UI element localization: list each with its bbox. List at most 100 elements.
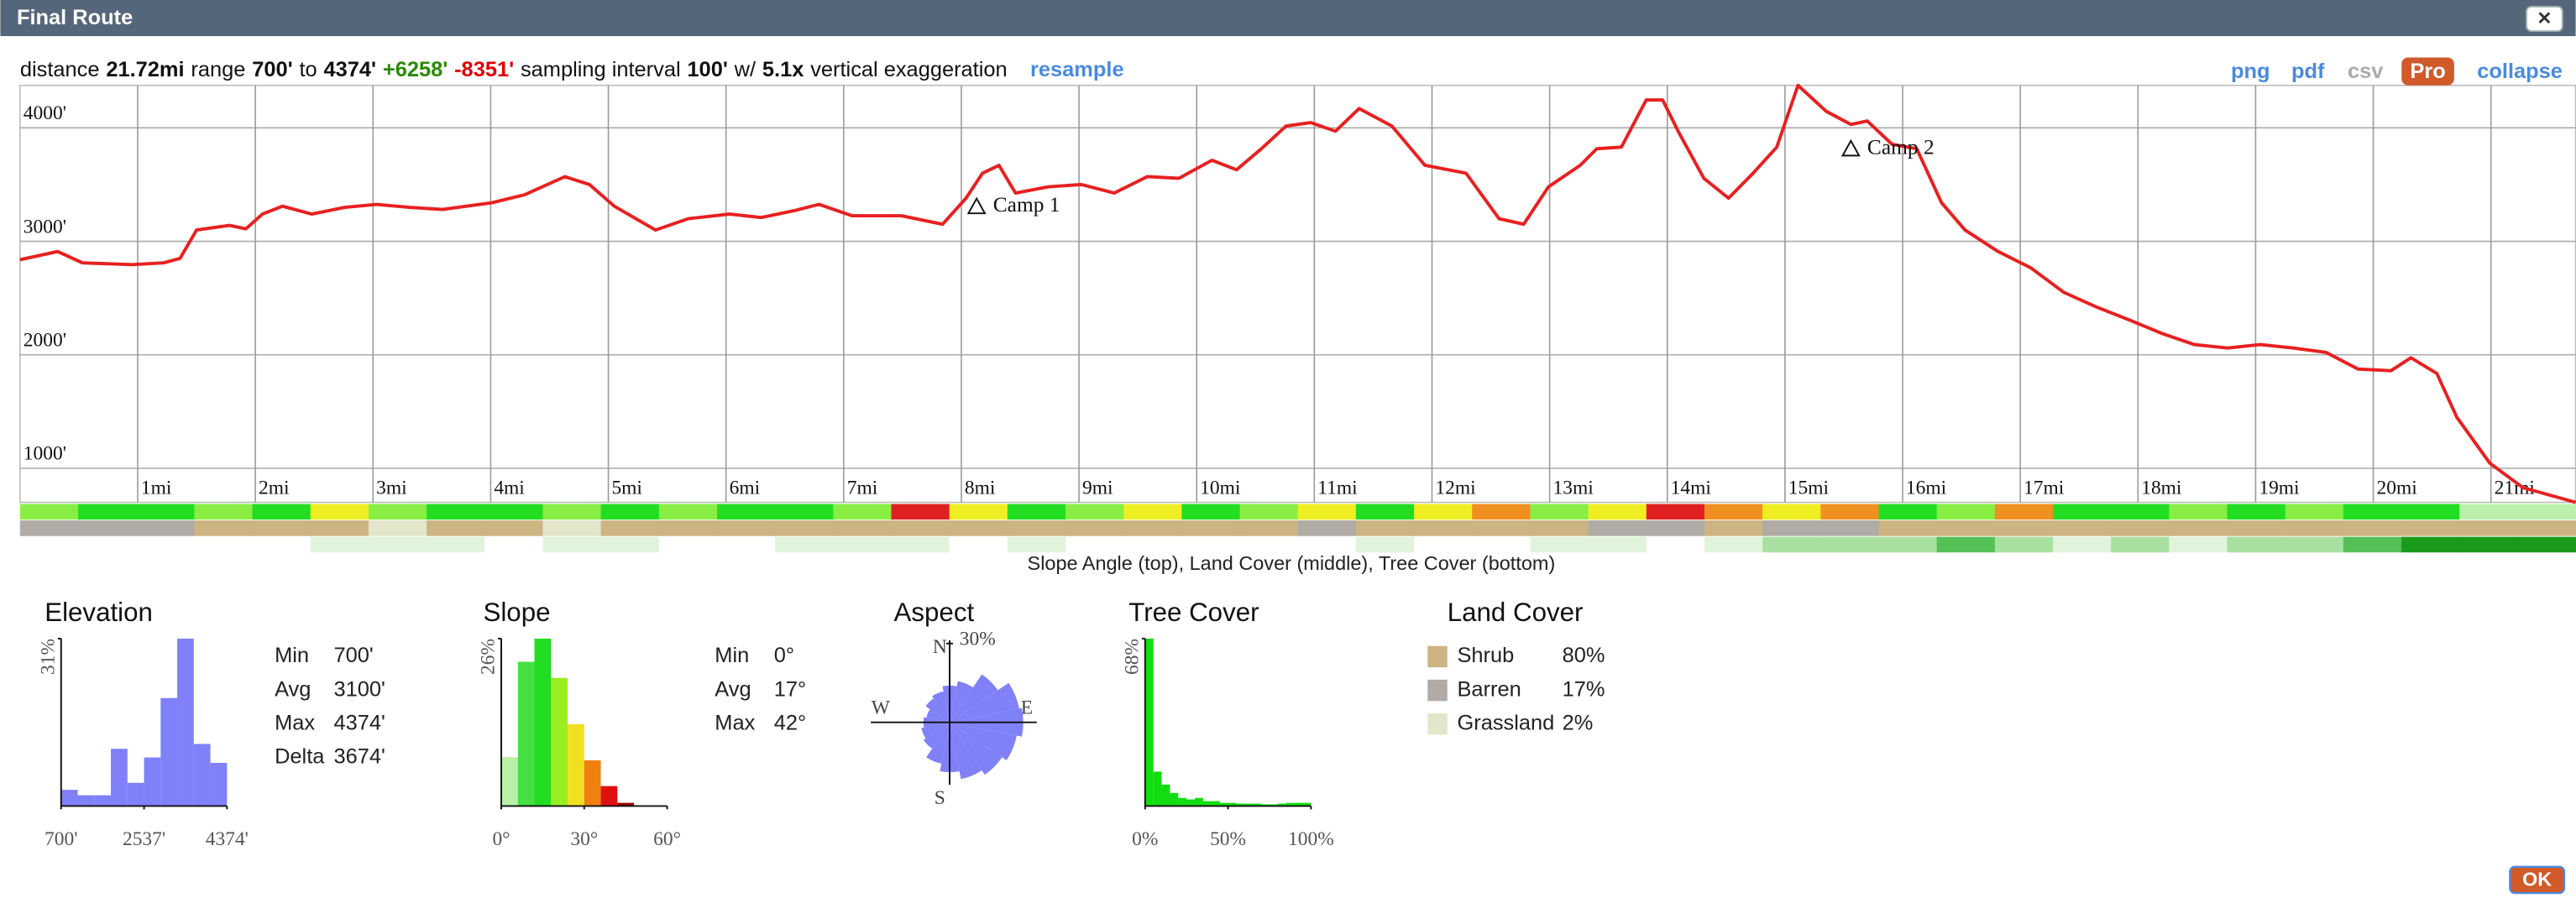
direction-label: S [935, 787, 945, 809]
summary-part: +6258' [383, 58, 448, 81]
strip-cell [368, 536, 427, 553]
aspect-wedge [925, 698, 950, 723]
aspect-wedge [950, 722, 1003, 775]
strip-cell [1007, 504, 1066, 520]
strip-cell [542, 536, 602, 553]
strip-cell [1065, 536, 1124, 553]
strip-cell [78, 504, 137, 520]
strip-cell [1994, 504, 2054, 520]
strip-cell [949, 536, 1008, 553]
strip-cell [19, 536, 79, 553]
export-link[interactable]: collapse [2477, 60, 2563, 83]
strip-cell [78, 520, 137, 536]
strip-cell [891, 520, 950, 536]
strip-cell [716, 520, 776, 536]
strip-cell [1820, 520, 1880, 536]
strip-cell [194, 504, 254, 520]
x-tick-label: 2mi [259, 477, 290, 499]
strip-cell [1297, 536, 1357, 553]
histogram-bar [160, 697, 178, 807]
route-summary: distance 21.72mi range 700' to 4374' +6258' -83… [20, 58, 1124, 81]
strip-cell [1355, 520, 1415, 536]
histogram-bar [1294, 802, 1303, 807]
aspect-wedge [923, 722, 950, 749]
close-icon[interactable]: ✕ [2537, 8, 2552, 29]
strip-cell [1646, 504, 1705, 520]
histogram-bar [193, 744, 211, 807]
strip-cell [1994, 520, 2054, 536]
x-tick-label: 50% [1210, 828, 1246, 850]
strip-cell [484, 520, 544, 536]
legend-name: Barren [1457, 677, 1521, 701]
aspect-wedge [950, 674, 998, 723]
summary-part: sampling interval [521, 58, 681, 81]
strip-cell [2401, 520, 2460, 536]
strip-cell [252, 520, 312, 536]
strip-cell [19, 504, 79, 520]
histogram-bar [600, 786, 618, 807]
ok-label[interactable]: OK [2522, 869, 2552, 890]
stat-value: 42° [774, 711, 806, 734]
strip-cell [1936, 520, 1996, 536]
strip-cell [136, 520, 195, 536]
strip-cell [2459, 520, 2519, 536]
direction-label: E [1021, 697, 1033, 718]
y-tick-label: 68% [1122, 639, 1144, 675]
histogram-bar [1211, 801, 1220, 807]
close-button[interactable] [2525, 5, 2563, 33]
histogram-bar [1302, 802, 1312, 807]
strip-cell [1239, 536, 1299, 553]
strip-cell [252, 504, 312, 520]
histogram-bar [1178, 797, 1187, 807]
summary-part: 21.72mi [106, 58, 184, 81]
histogram-bar [1261, 804, 1270, 807]
strip-cell [658, 536, 718, 553]
ok-button[interactable] [2509, 865, 2566, 895]
strip-cell [136, 504, 195, 520]
strip-cell [833, 504, 893, 520]
export-link[interactable]: png [2231, 60, 2270, 83]
histogram-bar [1228, 802, 1237, 807]
stat-value: 3100' [333, 677, 385, 701]
strip-cell [775, 536, 834, 553]
export-link[interactable]: pdf [2291, 60, 2325, 83]
x-tick-label: 19mi [2259, 477, 2300, 499]
y-tick-label: 4000' [24, 102, 66, 124]
strip-cell [2111, 520, 2170, 536]
strip-cell [1007, 520, 1066, 536]
strip-cell [1239, 520, 1299, 536]
stat-label: Max [715, 711, 755, 734]
strip-cell [2517, 520, 2576, 536]
x-tick-label: 4mi [494, 477, 525, 499]
strip-cell [1588, 504, 1647, 520]
strip-cell [2169, 520, 2228, 536]
x-tick-label: 5mi [611, 477, 642, 499]
strip-cell [1704, 520, 1763, 536]
camp-marker [966, 196, 987, 215]
strip-cell [427, 536, 485, 553]
export-link[interactable]: csv [2348, 60, 2384, 83]
y-tick-label: 2000' [24, 330, 66, 352]
x-tick-label: 7mi [847, 477, 878, 499]
histogram-bar [517, 661, 535, 807]
x-tick-label: 700' [45, 828, 77, 850]
strip-cell [19, 520, 79, 536]
histogram-bar [1153, 771, 1162, 807]
strip-cell [716, 536, 776, 553]
aspect-wedge [950, 681, 973, 723]
export-link[interactable]: Pro [2410, 60, 2445, 83]
stat-value: 17° [774, 677, 806, 701]
strip-cell [1414, 536, 1473, 553]
strip-cell [1123, 520, 1182, 536]
x-tick-label: 9mi [1082, 477, 1113, 499]
strip-cell [2401, 536, 2460, 553]
strip-cell [2227, 520, 2286, 536]
legend-share: 17% [1563, 677, 1605, 701]
strip-cell [2053, 504, 2112, 520]
stat-value: 3674' [333, 744, 385, 768]
pro-badge[interactable] [2401, 57, 2454, 86]
y-tick-label: 26% [478, 639, 500, 675]
resample-link[interactable]: resample [1030, 58, 1124, 81]
histogram-bar [584, 760, 601, 807]
summary-part: 5.1x [762, 58, 804, 81]
